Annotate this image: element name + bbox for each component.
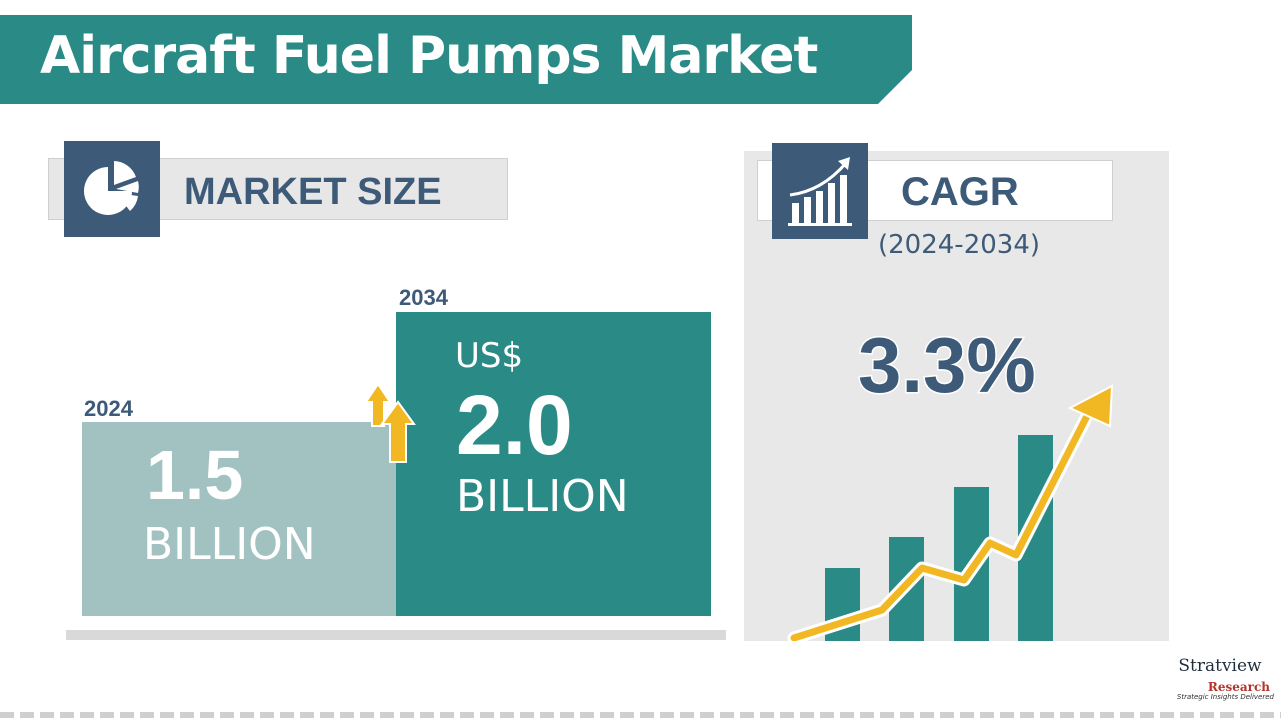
stratview-logo: Stratview Research Strategic Insights De…: [1164, 656, 1276, 701]
bar-2024: [82, 422, 398, 616]
year-2024-label: 2024: [84, 396, 133, 421]
title-banner: [0, 15, 912, 104]
baseline-shadow: [66, 630, 726, 640]
bar-2034: [396, 312, 711, 616]
bottom-dashed-divider: [0, 712, 1281, 718]
growth-chart-illustration: [787, 384, 1114, 641]
growth-bar-chart-icon: [788, 157, 852, 226]
growth-arrow-line: [790, 410, 1092, 641]
logo-tagline: Strategic Insights Delivered: [1176, 693, 1274, 701]
unit-2034: BILLION: [456, 471, 629, 522]
pie-chart-icon: [84, 161, 139, 215]
market-size-label: MARKET SIZE: [184, 171, 442, 213]
unit-2024: BILLION: [143, 519, 316, 570]
market-size-icon-box: [64, 141, 160, 237]
logo-research: Research: [1207, 680, 1270, 694]
up-arrows-icon: [364, 382, 416, 463]
cagr-value: 3.3%: [857, 320, 1038, 411]
currency-prefix: US$: [455, 336, 524, 376]
value-2024: 1.5: [146, 436, 244, 514]
cagr-label: CAGR: [901, 170, 1019, 214]
value-2034: 2.0: [456, 378, 573, 472]
cagr-period: (2024-2034): [878, 230, 1041, 260]
cagr-icon-box: [772, 143, 868, 239]
year-2034-label: 2034: [399, 285, 448, 310]
logo-name: Stratview: [1178, 656, 1262, 676]
growth-arrow-head: [1067, 384, 1114, 428]
page-title: Aircraft Fuel Pumps Market: [40, 26, 818, 86]
